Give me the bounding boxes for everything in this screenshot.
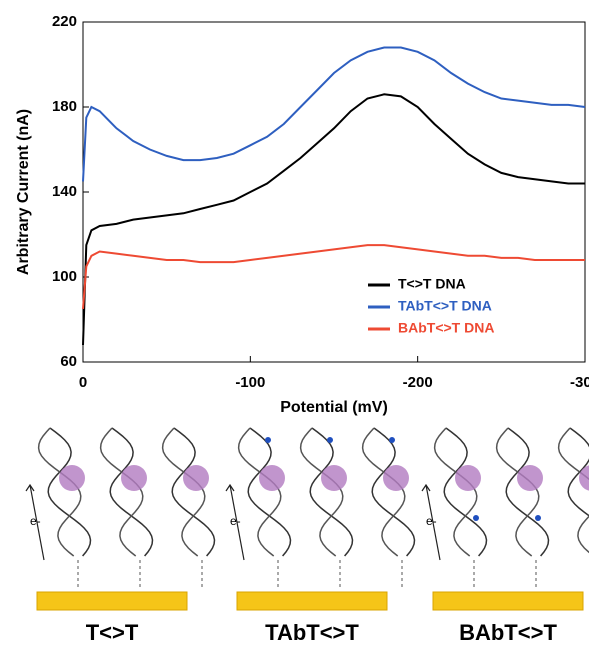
dna-strand	[505, 427, 550, 557]
dna-strand	[37, 427, 82, 557]
x-tick-label: -100	[235, 374, 265, 391]
dna-strand	[309, 427, 354, 557]
dna-strand	[47, 427, 92, 557]
electron-label: e-	[230, 514, 241, 528]
abasic-site	[327, 437, 333, 443]
photolyase	[455, 465, 481, 491]
y-tick-label: 140	[52, 183, 77, 200]
photolyase	[121, 465, 147, 491]
dna-strand	[171, 427, 216, 557]
dna-strand	[299, 427, 344, 557]
dna-strand	[361, 427, 406, 557]
y-tick-label: 60	[60, 353, 77, 370]
legend-label: BAbT<>T DNA	[398, 320, 494, 336]
dna-strand	[443, 427, 488, 557]
legend-label: T<>T DNA	[398, 276, 466, 292]
diagram: e- T<>T e- TAbT<>T e- BAbT<>T	[25, 427, 589, 645]
y-tick-label: 100	[52, 268, 77, 285]
electron-arrow	[225, 483, 245, 561]
x-tick-label: -300	[570, 374, 589, 391]
x-tick-label: 0	[79, 374, 87, 391]
panel-label: T<>T	[86, 620, 139, 645]
dna-strand	[433, 427, 478, 557]
photolyase	[321, 465, 347, 491]
gold-electrode	[236, 591, 388, 611]
plot: 60 100 140 180 220 0 -100 -200 -300 T<>T DNA TAbT<…	[52, 13, 589, 391]
photolyase	[517, 465, 543, 491]
x-tick-label: -200	[403, 374, 433, 391]
dna-strand	[161, 427, 206, 557]
electron-label: e-	[426, 514, 437, 528]
data-line	[82, 46, 586, 182]
dna-strand	[557, 427, 589, 554]
abasic-site	[389, 437, 395, 443]
dna-strand	[371, 427, 416, 557]
electron-arrow	[421, 483, 441, 561]
y-tick-label: 180	[52, 98, 77, 115]
data-line	[82, 244, 585, 309]
gold-electrode	[432, 591, 584, 611]
photolyase	[259, 465, 285, 491]
data-line	[82, 93, 585, 346]
dna-strand	[495, 427, 540, 557]
dna-strand	[567, 427, 589, 517]
panel-label: BAbT<>T	[459, 620, 557, 645]
y-axis-label: Arbitrary Current (nA)	[15, 109, 32, 275]
dna-strand	[237, 427, 282, 557]
x-axis-label: Potential (mV)	[280, 399, 388, 416]
photolyase	[183, 465, 209, 491]
panel-label: TAbT<>T	[265, 620, 359, 645]
electron-label: e-	[30, 514, 41, 528]
gold-electrode	[36, 591, 188, 611]
y-tick-label: 220	[52, 13, 77, 30]
dna-strand	[99, 427, 144, 557]
electron-arrow	[25, 483, 45, 561]
dna-strand	[109, 427, 154, 557]
abasic-site	[535, 515, 541, 521]
abasic-site	[265, 437, 271, 443]
dna-strand	[247, 427, 292, 557]
abasic-site	[473, 515, 479, 521]
legend-label: TAbT<>T DNA	[398, 298, 492, 314]
photolyase	[383, 465, 409, 491]
photolyase	[579, 465, 589, 491]
photolyase	[59, 465, 85, 491]
plot-frame	[82, 21, 586, 363]
